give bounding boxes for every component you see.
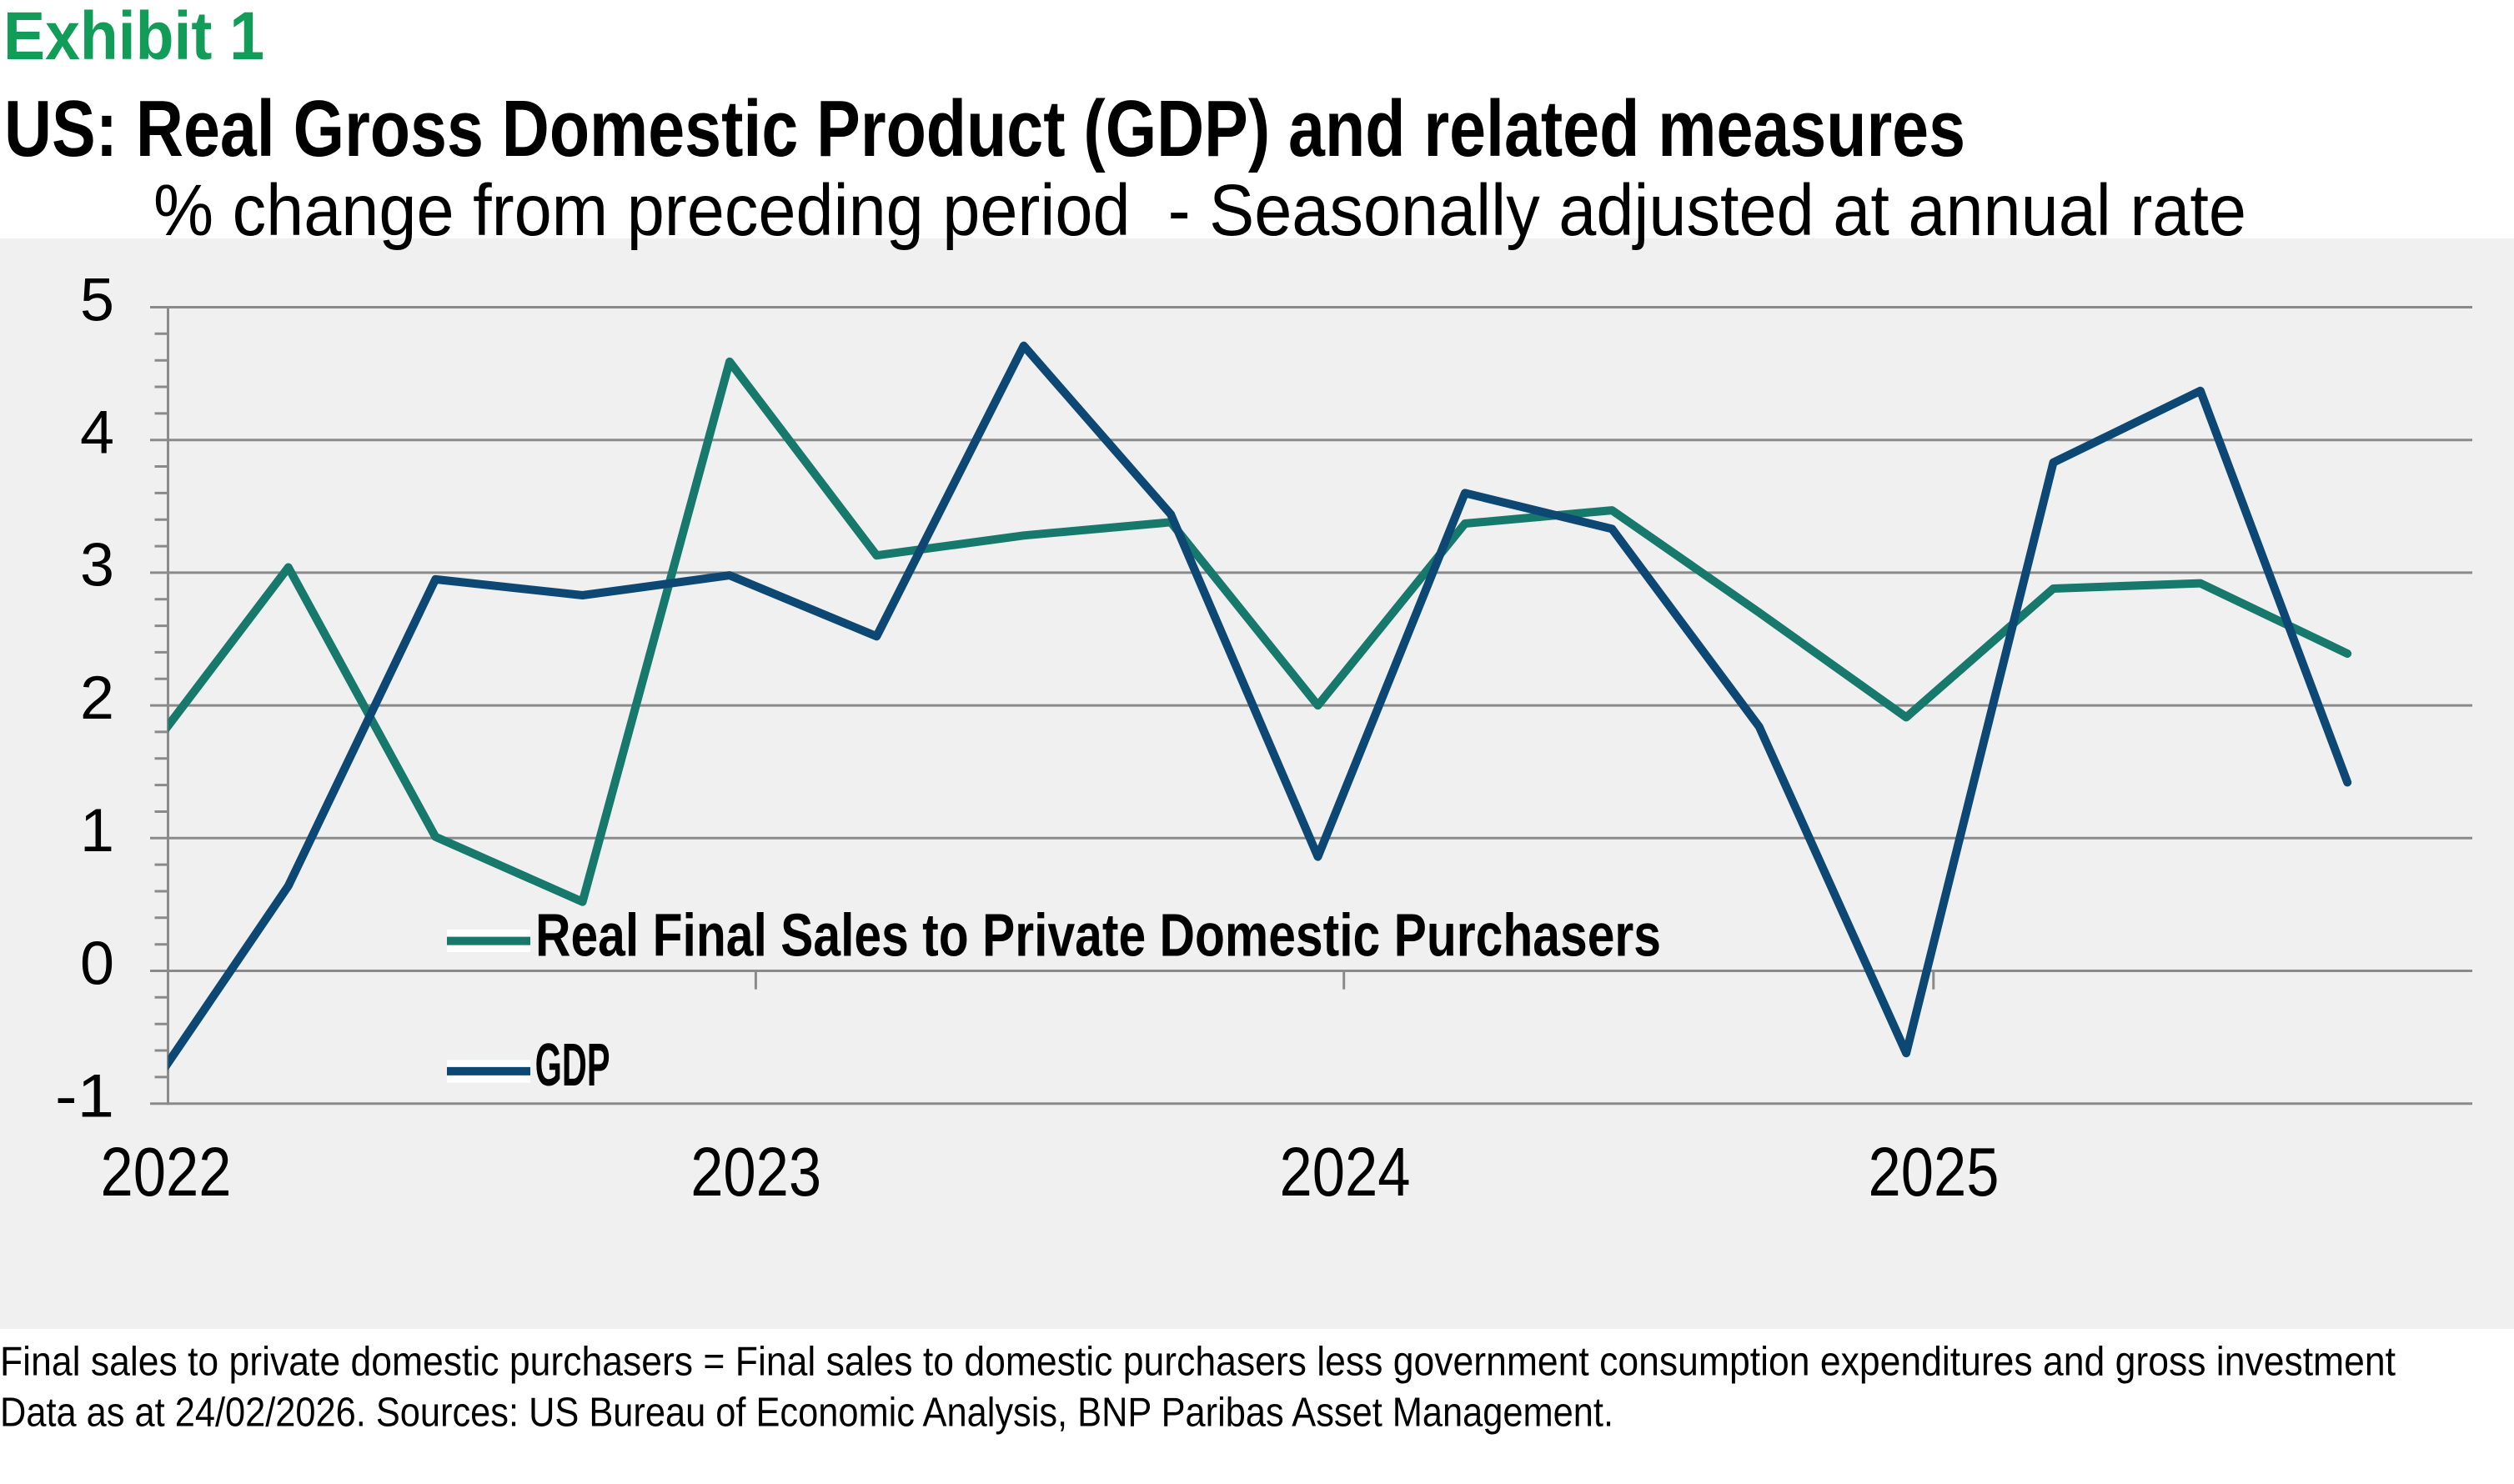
- svg-text:2023: 2023: [690, 1133, 821, 1211]
- svg-text:GDP: GDP: [535, 1032, 610, 1099]
- svg-text:US: Real Gross Domestic Produc: US: Real Gross Domestic Product (GDP) an…: [4, 84, 1965, 173]
- svg-text:3: 3: [80, 532, 114, 599]
- svg-text:2022: 2022: [101, 1133, 232, 1211]
- svg-text:0: 0: [80, 930, 114, 997]
- svg-text:Exhibit 1: Exhibit 1: [3, 0, 264, 74]
- svg-text:2: 2: [80, 664, 114, 732]
- svg-text:2024: 2024: [1280, 1133, 1411, 1211]
- svg-text:% change from preceding period: % change from preceding period - Seasona…: [153, 170, 2246, 251]
- svg-text:Real Final Sales to Private Do: Real Final Sales to Private Domestic Pur…: [535, 902, 1661, 969]
- svg-text:Data as at 24/02/2026. Sources: Data as at 24/02/2026. Sources: US Burea…: [0, 1391, 1613, 1436]
- svg-text:5: 5: [80, 266, 114, 333]
- svg-text:2025: 2025: [1869, 1133, 2000, 1211]
- svg-text:-1: -1: [55, 1063, 114, 1131]
- svg-text:4: 4: [80, 399, 114, 467]
- svg-text:1: 1: [80, 797, 114, 865]
- svg-text:Final sales to private domesti: Final sales to private domestic purchase…: [0, 1340, 2396, 1385]
